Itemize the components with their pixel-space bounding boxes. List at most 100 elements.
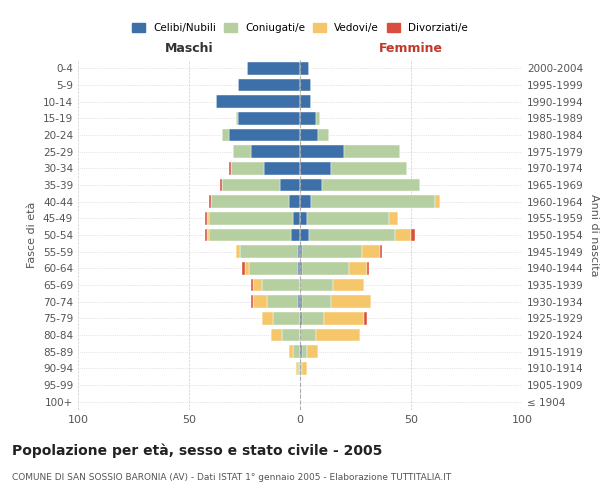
Bar: [211, 196, 289, 208]
Bar: [215, 96, 300, 108]
Bar: [229, 162, 231, 174]
Bar: [302, 346, 307, 358]
Bar: [209, 196, 211, 208]
Bar: [380, 246, 382, 258]
Bar: [300, 78, 311, 91]
Bar: [307, 346, 318, 358]
Y-axis label: Anni di nascita: Anni di nascita: [589, 194, 599, 276]
Bar: [300, 279, 334, 291]
Bar: [300, 246, 302, 258]
Bar: [262, 279, 300, 291]
Bar: [253, 279, 262, 291]
Text: Femmine: Femmine: [379, 42, 443, 55]
Y-axis label: Fasce di età: Fasce di età: [28, 202, 37, 268]
Bar: [289, 346, 293, 358]
Bar: [436, 196, 440, 208]
Bar: [344, 146, 400, 158]
Bar: [298, 262, 300, 274]
Bar: [207, 212, 209, 224]
Bar: [247, 62, 300, 74]
Bar: [222, 179, 280, 191]
Bar: [220, 179, 223, 191]
Bar: [300, 296, 302, 308]
Bar: [298, 362, 300, 374]
Bar: [331, 162, 407, 174]
Bar: [302, 262, 349, 274]
Bar: [262, 312, 274, 324]
Bar: [209, 229, 291, 241]
Bar: [300, 312, 302, 324]
Bar: [334, 279, 364, 291]
Bar: [249, 262, 298, 274]
Bar: [251, 146, 300, 158]
Bar: [265, 162, 300, 174]
Bar: [274, 312, 300, 324]
Bar: [316, 329, 360, 341]
Bar: [300, 128, 318, 141]
Bar: [298, 296, 300, 308]
Bar: [300, 62, 309, 74]
Bar: [364, 312, 367, 324]
Bar: [231, 162, 265, 174]
Bar: [322, 179, 420, 191]
Bar: [318, 128, 329, 141]
Bar: [291, 229, 300, 241]
Bar: [300, 346, 302, 358]
Bar: [233, 146, 251, 158]
Bar: [271, 329, 282, 341]
Bar: [266, 296, 298, 308]
Text: Maschi: Maschi: [164, 42, 214, 55]
Bar: [251, 279, 253, 291]
Bar: [300, 112, 316, 124]
Bar: [229, 128, 300, 141]
Bar: [362, 246, 380, 258]
Bar: [300, 212, 307, 224]
Bar: [293, 212, 300, 224]
Bar: [307, 212, 389, 224]
Bar: [300, 196, 311, 208]
Bar: [300, 262, 302, 274]
Bar: [240, 246, 298, 258]
Bar: [325, 312, 364, 324]
Bar: [300, 179, 322, 191]
Bar: [289, 196, 300, 208]
Bar: [389, 212, 398, 224]
Bar: [300, 162, 331, 174]
Bar: [300, 146, 344, 158]
Bar: [253, 296, 266, 308]
Bar: [280, 179, 300, 191]
Bar: [300, 229, 309, 241]
Bar: [309, 229, 395, 241]
Bar: [238, 112, 300, 124]
Legend: Celibi/Nubili, Coniugati/e, Vedovi/e, Divorziati/e: Celibi/Nubili, Coniugati/e, Vedovi/e, Di…: [129, 20, 471, 36]
Bar: [298, 246, 300, 258]
Bar: [311, 196, 436, 208]
Bar: [238, 78, 300, 91]
Bar: [205, 229, 207, 241]
Bar: [300, 329, 316, 341]
Bar: [331, 296, 371, 308]
Bar: [205, 212, 207, 224]
Bar: [207, 229, 209, 241]
Bar: [293, 346, 300, 358]
Bar: [302, 362, 307, 374]
Text: COMUNE DI SAN SOSSIO BARONIA (AV) - Dati ISTAT 1° gennaio 2005 - Elaborazione TU: COMUNE DI SAN SOSSIO BARONIA (AV) - Dati…: [12, 473, 451, 482]
Bar: [236, 112, 238, 124]
Bar: [222, 128, 229, 141]
Bar: [367, 262, 369, 274]
Bar: [245, 262, 249, 274]
Bar: [395, 229, 411, 241]
Bar: [300, 362, 302, 374]
Bar: [302, 312, 325, 324]
Bar: [282, 329, 300, 341]
Bar: [296, 362, 298, 374]
Bar: [302, 246, 362, 258]
Bar: [209, 212, 293, 224]
Bar: [349, 262, 367, 274]
Text: Popolazione per età, sesso e stato civile - 2005: Popolazione per età, sesso e stato civil…: [12, 444, 382, 458]
Bar: [251, 296, 253, 308]
Bar: [411, 229, 415, 241]
Bar: [300, 96, 311, 108]
Bar: [302, 296, 331, 308]
Bar: [236, 246, 240, 258]
